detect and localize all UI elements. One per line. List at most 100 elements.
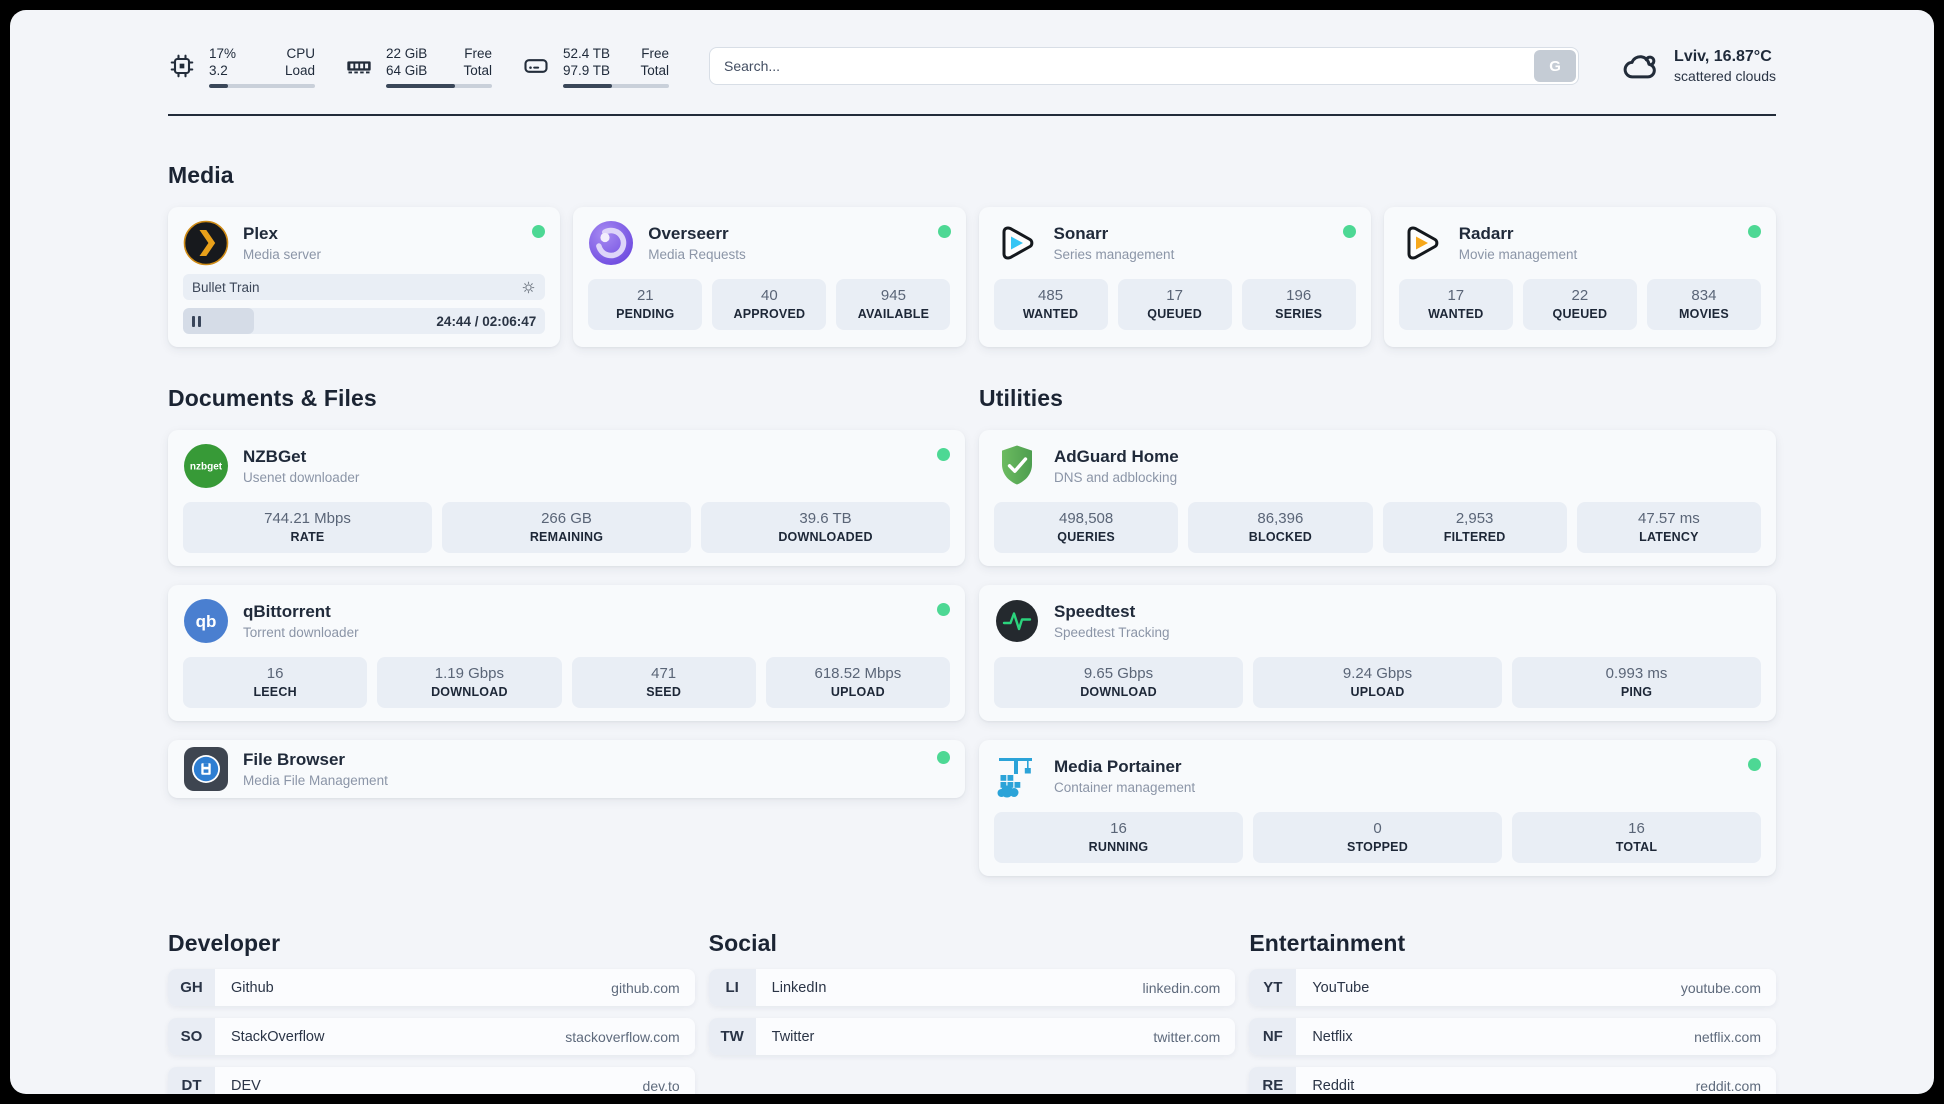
app-card-qbittorrent[interactable]: qb qBittorrent Torrent downloader bbox=[168, 585, 965, 721]
status-dot bbox=[937, 448, 950, 461]
bookmark-badge: GH bbox=[168, 969, 215, 1006]
app-desc: Media Requests bbox=[648, 247, 746, 262]
app-desc: Media server bbox=[243, 247, 322, 262]
now-playing-title: Bullet Train bbox=[192, 279, 260, 295]
stat-queued: 17 QUEUED bbox=[1117, 279, 1232, 330]
weather-condition: scattered clouds bbox=[1674, 68, 1776, 84]
pause-icon[interactable] bbox=[192, 315, 201, 327]
bookmark-stackoverflow[interactable]: SO StackOverflow stackoverflow.com bbox=[168, 1018, 695, 1055]
svg-text:nzbget: nzbget bbox=[190, 462, 223, 473]
ram-progress-fill bbox=[386, 83, 455, 88]
app-card-adguard[interactable]: AdGuard Home DNS and adblocking 498,508 … bbox=[979, 430, 1776, 566]
stat-leech: 16 LEECH bbox=[183, 657, 368, 708]
stat-upload: 9.24 Gbps UPLOAD bbox=[1253, 657, 1502, 708]
disk-free-value: 52.4 TB bbox=[563, 45, 611, 61]
status-dot bbox=[1342, 225, 1356, 238]
social-section-title: Social bbox=[708, 930, 778, 956]
documents-section-title: Documents & Files bbox=[168, 385, 377, 411]
bookmark-url: twitter.com bbox=[1153, 1028, 1221, 1045]
bookmark-badge: RE bbox=[1249, 1067, 1297, 1094]
stat-seed: 471 SEED bbox=[571, 657, 756, 708]
app-name: Media Portainer bbox=[1054, 757, 1182, 776]
stat-movies: 834 MOVIES bbox=[1646, 279, 1761, 330]
bookmark-label: Twitter bbox=[771, 1028, 815, 1045]
bookmark-badge: NF bbox=[1249, 1018, 1297, 1055]
app-card-radarr[interactable]: Radarr Movie management 17 WANTED 22 QUE… bbox=[1383, 207, 1776, 347]
bookmark-reddit[interactable]: RE Reddit reddit.com bbox=[1249, 1067, 1776, 1094]
app-card-overseerr[interactable]: Overseerr Media Requests 21 PENDING 40 A… bbox=[573, 207, 966, 347]
cpu-stat: 17% 3.2 CPU Load bbox=[168, 45, 315, 88]
weather-location-temp: Lviv, 16.87°C bbox=[1674, 48, 1772, 65]
bookmark-url: linkedin.com bbox=[1142, 979, 1221, 996]
cpu-label: CPU bbox=[286, 45, 315, 61]
stat-download: 1.19 Gbps DOWNLOAD bbox=[377, 657, 562, 708]
sonarr-icon bbox=[994, 220, 1040, 266]
bookmark-label: YouTube bbox=[1312, 979, 1370, 996]
bookmark-github[interactable]: GH Github github.com bbox=[168, 969, 695, 1006]
ram-free-label: Free bbox=[464, 45, 492, 61]
radarr-icon bbox=[1399, 220, 1445, 266]
bookmark-url: netflix.com bbox=[1694, 1028, 1761, 1045]
bookmark-badge: LI bbox=[708, 969, 756, 1006]
stat-ping: 0.993 ms PING bbox=[1512, 657, 1761, 708]
system-stats: 17% 3.2 CPU Load bbox=[168, 45, 669, 88]
search-input[interactable] bbox=[709, 47, 1580, 85]
stat-download: 9.65 Gbps DOWNLOAD bbox=[994, 657, 1243, 708]
disk-stat: 52.4 TB 97.9 TB Free Total bbox=[522, 45, 669, 88]
ram-free-value: 22 GiB bbox=[386, 45, 428, 61]
bookmark-youtube[interactable]: YT YouTube youtube.com bbox=[1249, 969, 1776, 1006]
qbittorrent-icon: qb bbox=[183, 598, 229, 644]
top-bar: 17% 3.2 CPU Load bbox=[168, 38, 1776, 94]
portainer-icon bbox=[994, 753, 1040, 799]
bookmark-badge: DT bbox=[168, 1067, 215, 1094]
section-entertainment: Entertainment YT YouTube youtube.com NF … bbox=[1249, 930, 1776, 1094]
stat-running: 16 RUNNING bbox=[994, 812, 1243, 863]
developer-section-title: Developer bbox=[168, 930, 281, 956]
bookmark-twitter[interactable]: TW Twitter twitter.com bbox=[708, 1018, 1236, 1055]
stat-pending: 21 PENDING bbox=[588, 279, 703, 330]
speedtest-icon bbox=[994, 598, 1040, 644]
status-dot bbox=[937, 603, 950, 616]
app-desc: Torrent downloader bbox=[243, 625, 359, 640]
app-card-portainer[interactable]: Media Portainer Container management 16 … bbox=[979, 740, 1776, 876]
cloud-icon bbox=[1623, 55, 1656, 79]
cpu-usage-value: 17% bbox=[209, 45, 237, 61]
stat-latency: 47.57 ms LATENCY bbox=[1576, 502, 1761, 553]
disk-free-label: Free bbox=[641, 45, 669, 61]
app-name: Overseerr bbox=[648, 224, 729, 243]
app-card-plex[interactable]: Plex Media server Bullet Train bbox=[168, 207, 561, 347]
gear-icon[interactable] bbox=[521, 280, 536, 295]
bookmark-url: stackoverflow.com bbox=[565, 1028, 680, 1045]
app-card-sonarr[interactable]: Sonarr Series management 485 WANTED 17 Q… bbox=[978, 207, 1371, 347]
bookmark-label: LinkedIn bbox=[771, 979, 827, 996]
app-name: NZBGet bbox=[243, 447, 307, 466]
status-dot bbox=[1748, 225, 1761, 238]
stat-total: 16 TOTAL bbox=[1512, 812, 1761, 863]
svg-text:qb: qb bbox=[196, 612, 217, 631]
utilities-section-title: Utilities bbox=[979, 385, 1063, 411]
stat-blocked: 86,396 BLOCKED bbox=[1188, 502, 1373, 553]
bookmark-label: StackOverflow bbox=[231, 1028, 325, 1045]
bookmark-label: DEV bbox=[231, 1077, 261, 1094]
disk-icon bbox=[524, 59, 548, 73]
app-card-nzbget[interactable]: nzbget NZBGet Usenet downloader 74 bbox=[168, 430, 965, 566]
disk-total-value: 97.9 TB bbox=[563, 62, 611, 78]
app-desc: Usenet downloader bbox=[243, 470, 360, 485]
stat-upload: 618.52 Mbps UPLOAD bbox=[765, 657, 950, 708]
app-name: Plex bbox=[243, 224, 278, 243]
bookmark-linkedin[interactable]: LI LinkedIn linkedin.com bbox=[708, 969, 1236, 1006]
app-card-speedtest[interactable]: Speedtest Speedtest Tracking 9.65 Gbps D… bbox=[979, 585, 1776, 721]
bookmark-dev[interactable]: DT DEV dev.to bbox=[168, 1067, 695, 1094]
section-developer: Developer GH Github github.com SO StackO… bbox=[168, 930, 695, 1094]
plex-icon bbox=[183, 220, 229, 266]
entertainment-section-title: Entertainment bbox=[1249, 930, 1406, 956]
search-engine-button[interactable]: G bbox=[1534, 50, 1577, 82]
bookmark-netflix[interactable]: NF Netflix netflix.com bbox=[1249, 1018, 1776, 1055]
app-card-filebrowser[interactable]: File Browser Media File Management bbox=[168, 740, 965, 798]
nzbget-icon: nzbget bbox=[183, 443, 229, 489]
weather-widget: Lviv, 16.87°C scattered clouds bbox=[1621, 46, 1776, 86]
bookmark-url: dev.to bbox=[642, 1077, 680, 1094]
stat-approved: 40 APPROVED bbox=[712, 279, 827, 330]
dashboard-panel: 17% 3.2 CPU Load bbox=[10, 10, 1934, 1094]
ram-total-value: 64 GiB bbox=[386, 62, 428, 78]
